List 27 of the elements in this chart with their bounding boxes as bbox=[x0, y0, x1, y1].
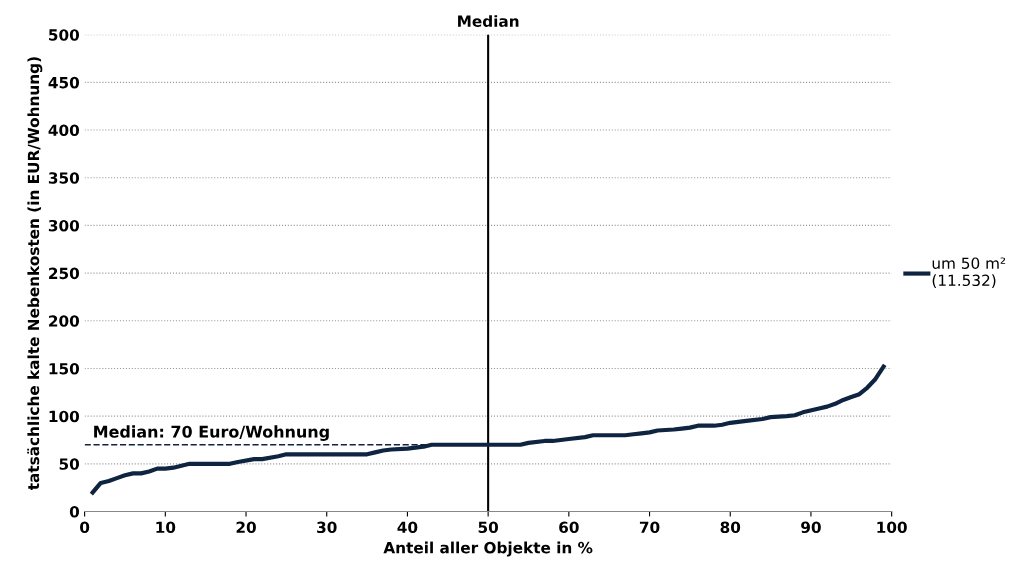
ref-line-label: Median bbox=[458, 15, 519, 27]
ref-line-label: Median: 70 Euro/Wohnung bbox=[94, 425, 329, 441]
y-tick-label: 500 bbox=[49, 29, 80, 41]
y-tick-label: 150 bbox=[49, 362, 80, 375]
x-tick-label: 70 bbox=[639, 521, 660, 534]
y-tick-label: 200 bbox=[49, 315, 80, 327]
y-axis-title: tatsächliche kalte Nebenkosten (in EUR/Wohnung) bbox=[27, 57, 43, 491]
y-tick-label: 300 bbox=[48, 219, 80, 232]
x-tick-label: 50 bbox=[478, 521, 499, 534]
x-tick-label: 90 bbox=[801, 521, 821, 534]
x-tick-label: 100 bbox=[877, 521, 907, 534]
y-tick-label: 100 bbox=[49, 410, 80, 423]
x-tick-label: 60 bbox=[559, 521, 579, 534]
y-tick-label: 250 bbox=[49, 267, 80, 280]
y-tick-label: 450 bbox=[48, 76, 80, 89]
x-tick-label: 10 bbox=[156, 521, 176, 534]
x-tick-label: 80 bbox=[720, 521, 741, 534]
legend-label: um 50 m² (11.532) bbox=[932, 257, 1006, 288]
x-tick-label: 0 bbox=[80, 521, 90, 534]
x-tick-label: 20 bbox=[236, 521, 256, 534]
x-axis-title: Anteil aller Objekte in % bbox=[383, 541, 593, 557]
y-tick-label: 400 bbox=[48, 124, 80, 137]
y-tick-label: 350 bbox=[48, 172, 80, 184]
y-tick-label: 0 bbox=[69, 506, 80, 518]
x-tick-label: 40 bbox=[397, 521, 418, 534]
x-tick-label: 30 bbox=[317, 521, 337, 534]
y-tick-label: 50 bbox=[59, 458, 80, 470]
